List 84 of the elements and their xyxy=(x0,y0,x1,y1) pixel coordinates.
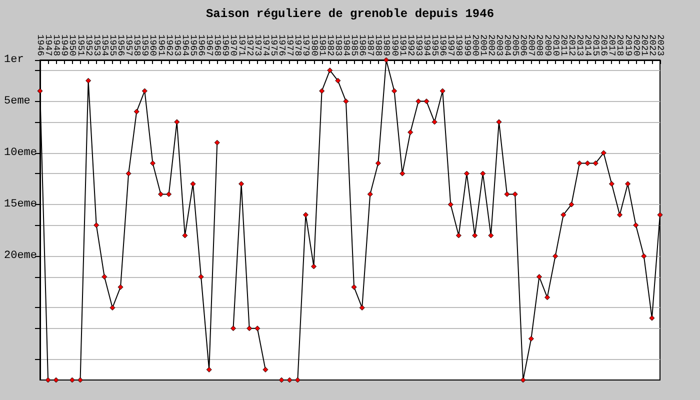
x-tick-label: 2022 xyxy=(646,34,657,56)
x-tick-label: 2019 xyxy=(622,34,633,56)
x-tick-label: 1988 xyxy=(373,34,384,56)
x-tick-label: 1977 xyxy=(284,34,295,56)
x-tick-label: 2023 xyxy=(655,34,665,56)
x-tick-label: 2008 xyxy=(534,34,544,56)
x-tick-label: 2014 xyxy=(582,34,593,56)
y-tick-label: 20eme xyxy=(4,250,38,262)
x-tick-label: 1950 xyxy=(67,34,78,56)
x-tick-label: 1949 xyxy=(59,34,70,56)
x-tick-label: 1964 xyxy=(180,34,190,56)
x-tick-label: 2006 xyxy=(518,34,528,56)
x-tick-label: 2009 xyxy=(542,34,552,56)
y-tick-label: 15eme xyxy=(4,198,38,211)
x-tick-label: 1982 xyxy=(324,34,335,56)
x-tick-label: 1974 xyxy=(260,34,270,56)
x-tick-label: 1975 xyxy=(268,34,279,56)
x-tick-label: 1990 xyxy=(389,34,400,56)
x-tick-label: 2012 xyxy=(566,34,576,56)
x-tick-label: 2018 xyxy=(614,34,625,56)
x-tick-label: 2004 xyxy=(502,34,512,56)
x-tick-label: 1960 xyxy=(148,34,158,56)
y-tick-label: 10eme xyxy=(4,146,38,159)
x-tick-label: 1989 xyxy=(381,34,392,56)
x-tick-label: 2020 xyxy=(630,34,641,56)
x-tick-label: 1980 xyxy=(308,34,319,56)
x-tick-label: 2015 xyxy=(590,34,601,56)
x-tick-label: 1993 xyxy=(413,34,424,56)
x-tick-label: 2000 xyxy=(470,34,480,56)
x-tick-label: 1963 xyxy=(172,34,182,56)
y-tick-label: 1er xyxy=(4,54,24,66)
x-tick-label: 2001 xyxy=(478,34,488,56)
x-tick-label: 1965 xyxy=(188,34,198,56)
x-tick-label: 1954 xyxy=(99,34,110,56)
x-tick-label: 1994 xyxy=(421,34,432,56)
x-tick-label: 2021 xyxy=(638,34,649,56)
x-tick-label: 1955 xyxy=(107,34,118,56)
x-tick-label: 1999 xyxy=(462,34,472,56)
x-tick-label: 1973 xyxy=(252,34,262,56)
x-tick-label: 1951 xyxy=(75,34,86,56)
x-tick-label: 1972 xyxy=(244,34,254,56)
x-tick-label: 2002 xyxy=(486,34,496,56)
x-tick-label: 1985 xyxy=(349,34,360,56)
x-tick-label: 1991 xyxy=(397,34,408,56)
x-tick-label: 2017 xyxy=(606,34,617,56)
x-tick-label: 1957 xyxy=(124,34,134,56)
x-tick-label: 1970 xyxy=(228,34,238,56)
x-tick-label: 1947 xyxy=(43,34,54,56)
x-tick-label: 2005 xyxy=(510,34,520,56)
x-tick-label: 1976 xyxy=(276,34,287,56)
x-tick-label: 1996 xyxy=(438,34,448,56)
x-tick-label: 2003 xyxy=(494,34,504,56)
x-tick-label: 1983 xyxy=(332,34,343,56)
x-tick-label: 1998 xyxy=(454,34,464,56)
x-tick-label: 1956 xyxy=(116,34,126,56)
x-tick-label: 1962 xyxy=(164,34,174,56)
x-tick-label: 1953 xyxy=(91,34,102,56)
x-tick-label: 1987 xyxy=(365,34,376,56)
x-tick-label: 1961 xyxy=(156,34,166,56)
x-tick-label: 1948 xyxy=(51,34,62,56)
x-tick-label: 2011 xyxy=(558,34,568,56)
x-tick-label: 2013 xyxy=(574,34,584,56)
x-tick-label: 1971 xyxy=(236,34,246,56)
x-tick-label: 1979 xyxy=(300,34,311,56)
x-tick-label: 1986 xyxy=(357,34,368,56)
x-tick-label: 1981 xyxy=(316,34,327,56)
y-tick-label: 5eme xyxy=(4,95,30,108)
x-tick-label: 1992 xyxy=(405,34,416,56)
chart-title: Saison réguliere de grenoble depuis 1946 xyxy=(206,7,494,21)
x-tick-label: 2016 xyxy=(598,34,609,56)
x-tick-label: 1946 xyxy=(35,34,45,56)
x-tick-label: 1995 xyxy=(430,34,440,56)
x-tick-label: 1969 xyxy=(220,34,230,56)
x-tick-label: 1959 xyxy=(140,34,150,56)
x-tick-label: 2010 xyxy=(550,34,560,56)
x-tick-label: 1997 xyxy=(446,34,456,56)
x-tick-label: 1958 xyxy=(132,34,142,56)
x-tick-label: 1968 xyxy=(212,34,222,56)
x-tick-label: 2007 xyxy=(526,34,536,56)
x-tick-label: 1984 xyxy=(340,34,351,56)
x-tick-label: 1978 xyxy=(292,34,303,56)
x-tick-label: 1966 xyxy=(196,34,206,56)
x-tick-label: 1967 xyxy=(204,34,214,56)
x-tick-label: 1952 xyxy=(83,34,94,56)
